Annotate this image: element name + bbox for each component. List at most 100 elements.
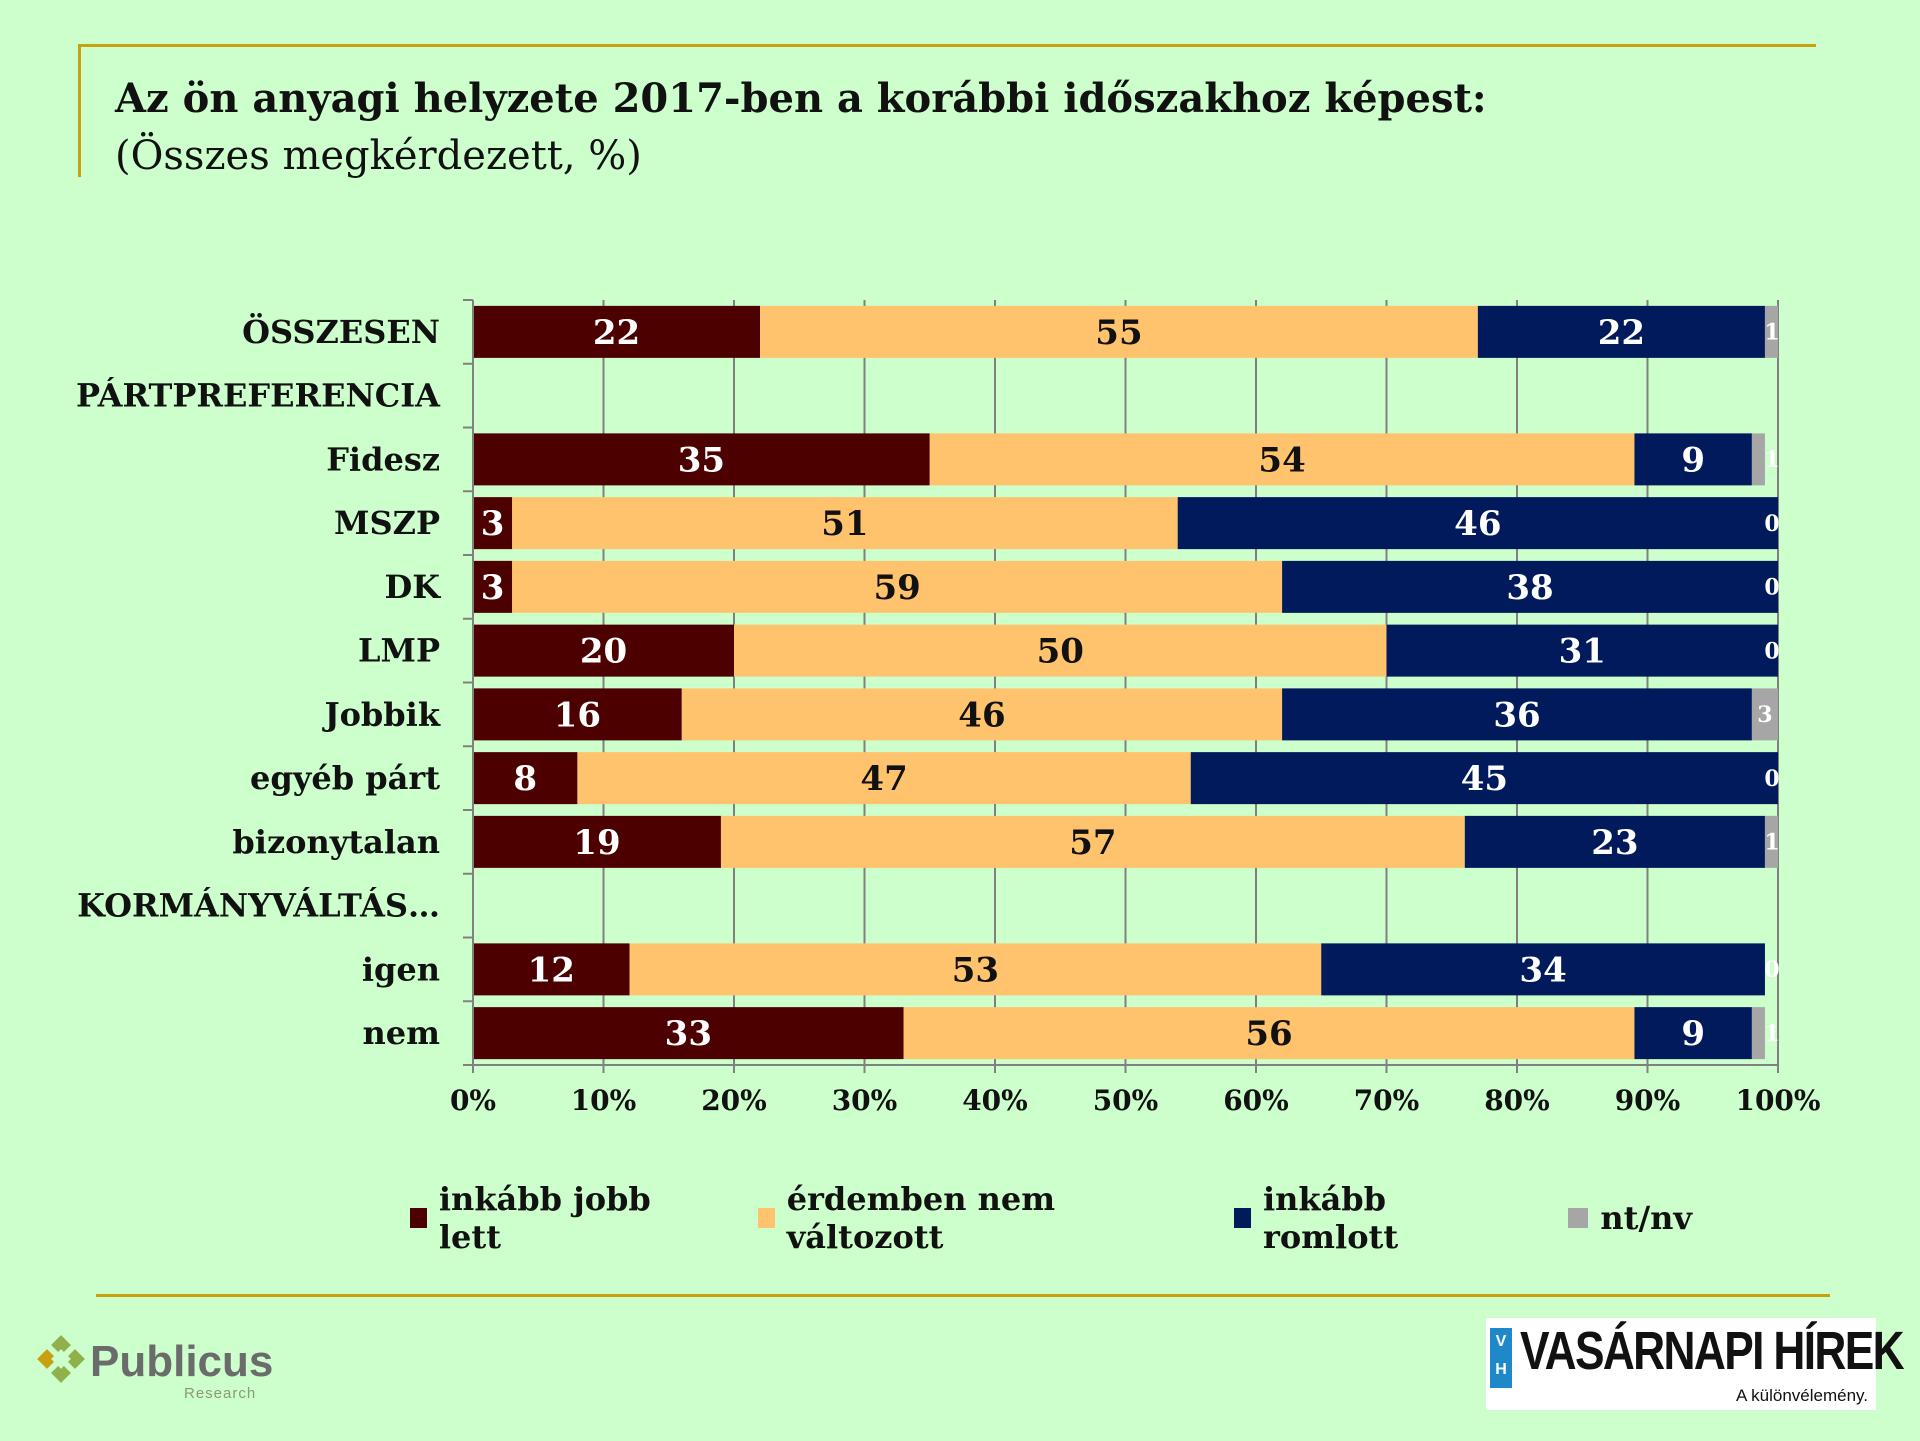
publicus-diamond-icon: [37, 1335, 85, 1383]
data-label: 1: [1764, 830, 1779, 856]
data-label: 8: [513, 759, 537, 799]
data-label: 56: [1245, 1014, 1292, 1054]
bar-segment: [1386, 624, 1778, 677]
bar-segment: [473, 497, 513, 550]
bar-segment: [760, 305, 1478, 358]
bar-segment: [1634, 1007, 1752, 1060]
data-label: 22: [593, 313, 640, 353]
legend-swatch: [1568, 1208, 1589, 1228]
data-label: 55: [1095, 313, 1142, 353]
data-label: 23: [1591, 823, 1638, 863]
bar-segment: [1321, 943, 1765, 996]
data-label: 1: [1764, 1021, 1779, 1047]
bar-segment: [1751, 433, 1765, 486]
data-label: 1: [1764, 447, 1779, 473]
data-label: 57: [1069, 823, 1116, 863]
bar-segment: [1764, 815, 1778, 868]
legend-swatch: [410, 1208, 427, 1228]
data-label: 46: [1454, 504, 1501, 544]
x-tick-label: 30%: [832, 1084, 898, 1117]
legend-label: inkább jobb lett: [438, 1180, 651, 1256]
category-label: igen: [362, 950, 440, 988]
data-label: 0: [1764, 957, 1779, 983]
data-label: 0: [1764, 575, 1779, 601]
bar-segment: [1282, 560, 1778, 613]
vh-logo-tagline: A különvélemény.: [1736, 1386, 1868, 1405]
bar-segment: [903, 1007, 1635, 1060]
legend-label: érdemben nem változott: [786, 1180, 1056, 1256]
x-tick-label: 100%: [1735, 1084, 1820, 1117]
data-label: 38: [1506, 568, 1553, 608]
legend-label: inkább romlott: [1262, 1180, 1399, 1256]
data-label: 16: [554, 695, 601, 735]
data-label: 9: [1681, 440, 1705, 480]
x-tick-label: 0%: [450, 1084, 496, 1117]
vh-logo-name: VASÁRNAPI HÍREK: [1520, 1321, 1905, 1381]
title-block: Az ön anyagi helyzete 2017-ben a korábbi…: [78, 44, 1816, 179]
legend-item: inkább romlott: [1234, 1180, 1490, 1256]
x-tick-label: 50%: [1093, 1084, 1159, 1117]
bar-segment: [1634, 433, 1752, 486]
category-label: ÖSSZESEN: [242, 312, 440, 351]
legend-swatch: [1234, 1208, 1251, 1228]
bar-segment: [1464, 815, 1765, 868]
legend-swatch: [757, 1208, 775, 1228]
category-label: MSZP: [334, 504, 440, 542]
category-label: Fidesz: [326, 440, 440, 478]
bar-segment: [473, 815, 721, 868]
bar-segment: [473, 624, 734, 677]
bar-segment: [1764, 305, 1778, 358]
bar-segment: [512, 560, 1283, 613]
bar-segment: [1751, 1007, 1765, 1060]
bar-segment: [1190, 752, 1778, 805]
data-label: 20: [580, 632, 627, 672]
publicus-research-logo: Publicus Research: [37, 1335, 273, 1402]
data-label: 50: [1037, 632, 1084, 672]
x-tick-label: 20%: [701, 1084, 767, 1117]
bar-segment: [473, 943, 630, 996]
data-label: 3: [1757, 702, 1772, 728]
legend-label: nt/nv: [1600, 1199, 1692, 1237]
bar-segment: [473, 433, 930, 486]
legend-item: inkább jobb lett: [410, 1180, 680, 1256]
data-label: 12: [528, 950, 575, 990]
data-label: 53: [952, 950, 999, 990]
data-label: 34: [1519, 950, 1566, 990]
data-label: 36: [1493, 695, 1540, 735]
x-tick-label: 90%: [1615, 1084, 1681, 1117]
category-label: DK: [384, 568, 441, 606]
data-label: 22: [1598, 313, 1645, 353]
data-label: 19: [573, 823, 620, 863]
svg-text:Research: Research: [184, 1385, 256, 1402]
data-label: 3: [481, 504, 505, 544]
category-label: Jobbik: [321, 695, 440, 733]
data-label: 31: [1559, 632, 1606, 672]
category-label: egyéb párt: [250, 759, 440, 797]
data-label: 59: [873, 568, 920, 608]
bar-segment: [1177, 497, 1778, 550]
data-label: 51: [821, 504, 868, 544]
data-label: 54: [1258, 440, 1305, 480]
bar-segment: [473, 560, 513, 613]
bar-segment: [473, 305, 761, 358]
x-tick-label: 70%: [1354, 1084, 1420, 1117]
footer-divider: [96, 1294, 1830, 1297]
data-label: 33: [665, 1014, 712, 1054]
data-label: 1: [1764, 320, 1779, 346]
bar-segment: [1282, 688, 1752, 741]
x-tick-label: 60%: [1223, 1084, 1289, 1117]
legend-item: nt/nv: [1568, 1199, 1692, 1237]
data-label: 45: [1461, 759, 1508, 799]
chart-subtitle: (Összes megkérdezett, %): [115, 133, 642, 179]
bar-segment: [681, 688, 1283, 741]
bar-segment: [929, 433, 1635, 486]
data-label: 47: [860, 759, 907, 799]
bar-segment: [473, 1007, 904, 1060]
svg-text:Publicus: Publicus: [90, 1337, 273, 1386]
bar-segment: [1751, 688, 1778, 741]
data-label: 0: [1764, 638, 1779, 664]
data-label: 35: [678, 440, 725, 480]
data-label: 3: [481, 568, 505, 608]
